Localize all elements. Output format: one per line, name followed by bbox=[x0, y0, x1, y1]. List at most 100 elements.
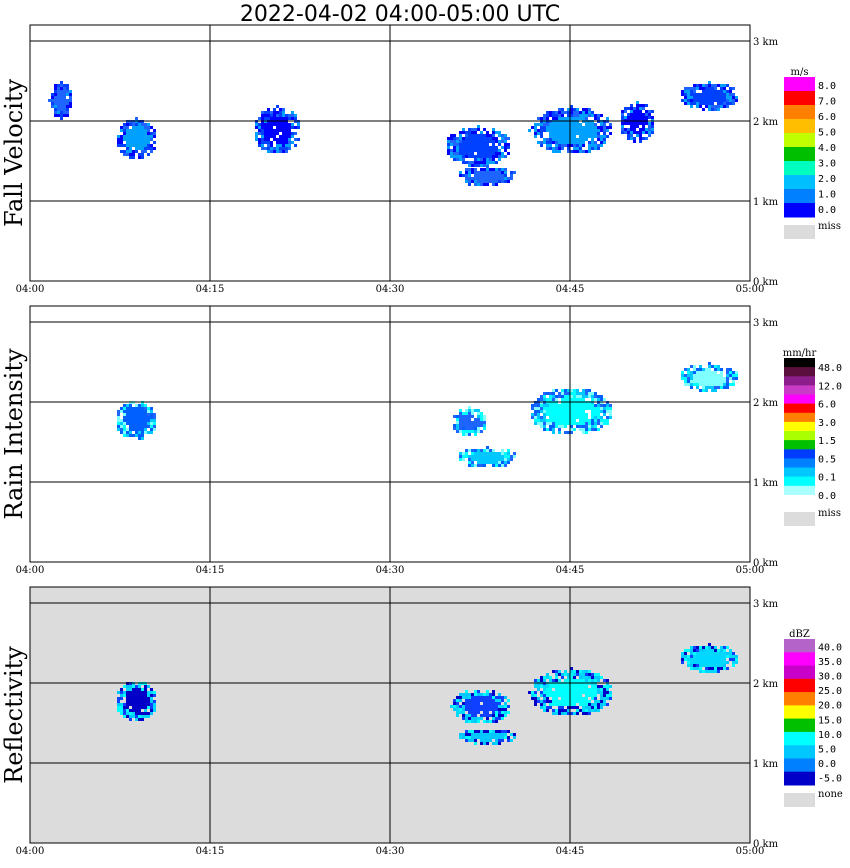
echo-cell bbox=[702, 655, 705, 658]
echo-cell bbox=[714, 84, 717, 87]
echo-cell bbox=[147, 419, 150, 422]
echo-cell bbox=[570, 150, 573, 153]
echo-cell bbox=[63, 114, 66, 117]
legend-swatch bbox=[784, 105, 815, 120]
echo-cell bbox=[489, 161, 492, 164]
echo-cell bbox=[273, 132, 276, 135]
echo-cell bbox=[492, 702, 495, 705]
echo-cell bbox=[594, 398, 597, 401]
echo-cell bbox=[648, 128, 651, 131]
echo-cell bbox=[489, 146, 492, 149]
echo-cell bbox=[576, 685, 579, 688]
echo-cell bbox=[129, 712, 132, 715]
echo-cell bbox=[153, 425, 156, 428]
echo-cell bbox=[462, 149, 465, 152]
echo-cell bbox=[699, 96, 702, 99]
echo-cell bbox=[567, 673, 570, 676]
echo-cell bbox=[126, 428, 129, 431]
echo-cell bbox=[579, 407, 582, 410]
echo-cell bbox=[474, 177, 477, 180]
echo-cell bbox=[483, 128, 486, 131]
echo-cell bbox=[123, 413, 126, 416]
echo-cell bbox=[120, 688, 123, 691]
echo-cell bbox=[576, 111, 579, 114]
echo-cell bbox=[144, 428, 147, 431]
echo-cell bbox=[138, 141, 141, 144]
echo-cell bbox=[729, 649, 732, 652]
echo-cell bbox=[144, 422, 147, 425]
echo-cell bbox=[483, 149, 486, 152]
echo-cell bbox=[573, 410, 576, 413]
echo-cell bbox=[117, 416, 120, 419]
echo-cell bbox=[546, 709, 549, 712]
echo-cell bbox=[135, 144, 138, 147]
echo-cell bbox=[120, 431, 123, 434]
echo-cell bbox=[561, 700, 564, 703]
echo-cell bbox=[129, 144, 132, 147]
echo-cell bbox=[729, 377, 732, 380]
echo-cell bbox=[594, 703, 597, 706]
echo-cell bbox=[642, 116, 645, 119]
echo-cell bbox=[486, 461, 489, 464]
echo-cell bbox=[573, 673, 576, 676]
echo-cell bbox=[474, 730, 477, 733]
echo-cell bbox=[51, 105, 54, 108]
echo-cell bbox=[564, 700, 567, 703]
echo-cell bbox=[570, 676, 573, 679]
echo-cell bbox=[129, 153, 132, 156]
echo-cell bbox=[57, 105, 60, 108]
echo-cell bbox=[495, 720, 498, 723]
echo-cell bbox=[708, 99, 711, 102]
echo-cell bbox=[129, 156, 132, 159]
echo-cell bbox=[123, 126, 126, 129]
echo-cell bbox=[483, 720, 486, 723]
echo-cell bbox=[606, 126, 609, 129]
echo-cell bbox=[567, 147, 570, 150]
echo-cell bbox=[693, 371, 696, 374]
echo-cell bbox=[117, 144, 120, 147]
echo-cell bbox=[714, 96, 717, 99]
echo-cell bbox=[552, 431, 555, 434]
echo-cell bbox=[582, 422, 585, 425]
echo-cell bbox=[477, 177, 480, 180]
echo-cell bbox=[459, 158, 462, 161]
echo-cell bbox=[471, 736, 474, 739]
echo-cell bbox=[552, 138, 555, 141]
echo-cell bbox=[579, 425, 582, 428]
legend-swatch bbox=[784, 771, 815, 786]
echo-cell bbox=[504, 714, 507, 717]
echo-cell bbox=[564, 111, 567, 114]
echo-cell bbox=[150, 144, 153, 147]
echo-cell bbox=[576, 147, 579, 150]
echo-cell bbox=[591, 410, 594, 413]
echo-cell bbox=[585, 697, 588, 700]
echo-cell bbox=[627, 128, 630, 131]
y-tick-label: 2 km bbox=[753, 117, 779, 128]
echo-cell bbox=[585, 419, 588, 422]
echo-cell bbox=[717, 664, 720, 667]
echo-cell bbox=[447, 143, 450, 146]
echo-cell bbox=[468, 409, 471, 412]
echo-cell bbox=[141, 153, 144, 156]
echo-cell bbox=[735, 99, 738, 102]
echo-cell bbox=[150, 709, 153, 712]
echo-cell bbox=[459, 131, 462, 134]
echo-cell bbox=[681, 371, 684, 374]
echo-cell bbox=[699, 87, 702, 90]
echo-cell bbox=[717, 658, 720, 661]
echo-cell bbox=[447, 152, 450, 155]
echo-cell bbox=[597, 676, 600, 679]
echo-cell bbox=[66, 99, 69, 102]
echo-cell bbox=[552, 398, 555, 401]
echo-cell bbox=[570, 132, 573, 135]
echo-cell bbox=[567, 150, 570, 153]
echo-cell bbox=[591, 395, 594, 398]
echo-cell bbox=[120, 150, 123, 153]
echo-cell bbox=[150, 150, 153, 153]
echo-cell bbox=[456, 140, 459, 143]
echo-cell bbox=[696, 93, 699, 96]
echo-cell bbox=[567, 392, 570, 395]
echo-cell bbox=[603, 135, 606, 138]
echo-cell bbox=[567, 126, 570, 129]
legend-label: 0.5 bbox=[818, 454, 836, 465]
